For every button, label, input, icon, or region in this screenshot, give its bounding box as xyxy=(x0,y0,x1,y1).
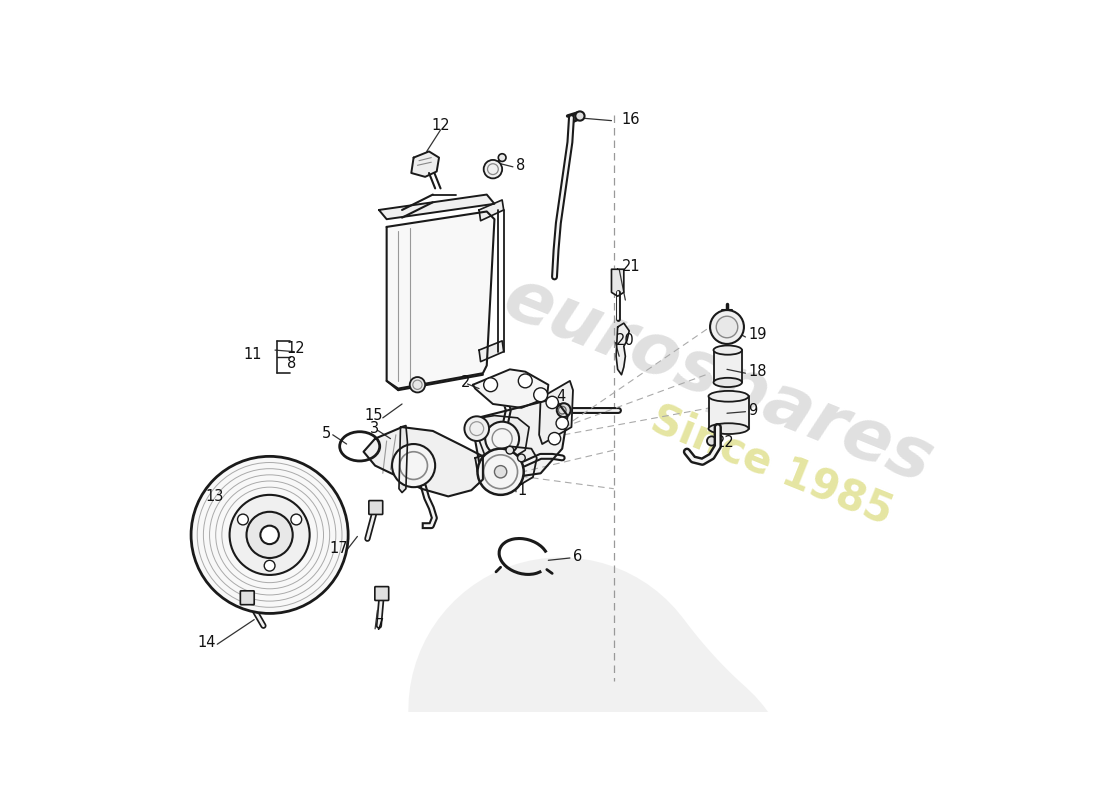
Circle shape xyxy=(557,403,571,417)
Polygon shape xyxy=(480,200,504,221)
Circle shape xyxy=(238,514,249,525)
Circle shape xyxy=(485,422,519,455)
Circle shape xyxy=(290,514,301,525)
Polygon shape xyxy=(616,323,629,374)
Circle shape xyxy=(477,449,524,495)
Text: 14: 14 xyxy=(197,635,216,650)
Circle shape xyxy=(409,377,425,393)
Text: 13: 13 xyxy=(205,489,223,504)
Text: 2: 2 xyxy=(461,375,470,390)
Circle shape xyxy=(484,378,497,392)
Circle shape xyxy=(557,417,569,430)
Circle shape xyxy=(484,160,502,178)
Text: 20: 20 xyxy=(616,334,635,348)
Ellipse shape xyxy=(708,391,748,402)
Circle shape xyxy=(191,456,349,614)
Circle shape xyxy=(711,310,744,344)
Text: 22: 22 xyxy=(716,435,735,450)
Text: 19: 19 xyxy=(749,327,767,342)
Text: 12: 12 xyxy=(431,118,450,133)
Text: 17: 17 xyxy=(330,542,348,556)
Polygon shape xyxy=(411,151,439,177)
Circle shape xyxy=(518,454,526,462)
Text: 8: 8 xyxy=(516,158,526,173)
Circle shape xyxy=(392,444,436,487)
Polygon shape xyxy=(612,270,624,296)
Text: eurospares: eurospares xyxy=(493,263,943,498)
Circle shape xyxy=(246,512,293,558)
Ellipse shape xyxy=(708,423,748,434)
Text: 7: 7 xyxy=(375,618,385,634)
Text: Since 1985: Since 1985 xyxy=(645,398,899,534)
Text: 11: 11 xyxy=(243,347,262,362)
FancyBboxPatch shape xyxy=(241,591,254,605)
Text: 3: 3 xyxy=(370,421,378,436)
Circle shape xyxy=(548,433,561,445)
Circle shape xyxy=(546,396,559,409)
Circle shape xyxy=(534,388,548,402)
Ellipse shape xyxy=(714,346,742,354)
FancyBboxPatch shape xyxy=(368,501,383,514)
Circle shape xyxy=(518,374,532,388)
Text: 15: 15 xyxy=(364,408,383,423)
Polygon shape xyxy=(472,415,529,462)
Text: 8: 8 xyxy=(286,357,296,371)
Circle shape xyxy=(498,154,506,162)
Text: 6: 6 xyxy=(573,549,582,564)
Polygon shape xyxy=(363,427,483,496)
Text: 21: 21 xyxy=(621,259,640,274)
Polygon shape xyxy=(399,426,407,493)
Text: 4: 4 xyxy=(556,389,565,404)
Text: 18: 18 xyxy=(749,364,767,379)
Text: 9: 9 xyxy=(749,402,758,418)
Text: 1: 1 xyxy=(517,482,527,498)
Ellipse shape xyxy=(714,378,742,387)
Circle shape xyxy=(261,526,279,544)
Circle shape xyxy=(716,316,738,338)
Polygon shape xyxy=(708,396,749,429)
Text: 12: 12 xyxy=(286,341,305,356)
Polygon shape xyxy=(714,350,742,382)
Polygon shape xyxy=(539,381,573,444)
Circle shape xyxy=(464,416,490,441)
Polygon shape xyxy=(473,370,548,408)
FancyBboxPatch shape xyxy=(375,586,388,601)
Circle shape xyxy=(506,446,514,454)
Circle shape xyxy=(495,466,507,478)
Circle shape xyxy=(230,495,310,575)
Text: 5: 5 xyxy=(322,426,331,441)
Text: 16: 16 xyxy=(621,111,640,126)
Polygon shape xyxy=(480,341,504,362)
Polygon shape xyxy=(472,400,568,477)
Polygon shape xyxy=(378,194,495,219)
Circle shape xyxy=(707,436,716,446)
Circle shape xyxy=(575,111,584,121)
Circle shape xyxy=(264,560,275,571)
Polygon shape xyxy=(475,446,537,489)
Polygon shape xyxy=(387,211,495,389)
